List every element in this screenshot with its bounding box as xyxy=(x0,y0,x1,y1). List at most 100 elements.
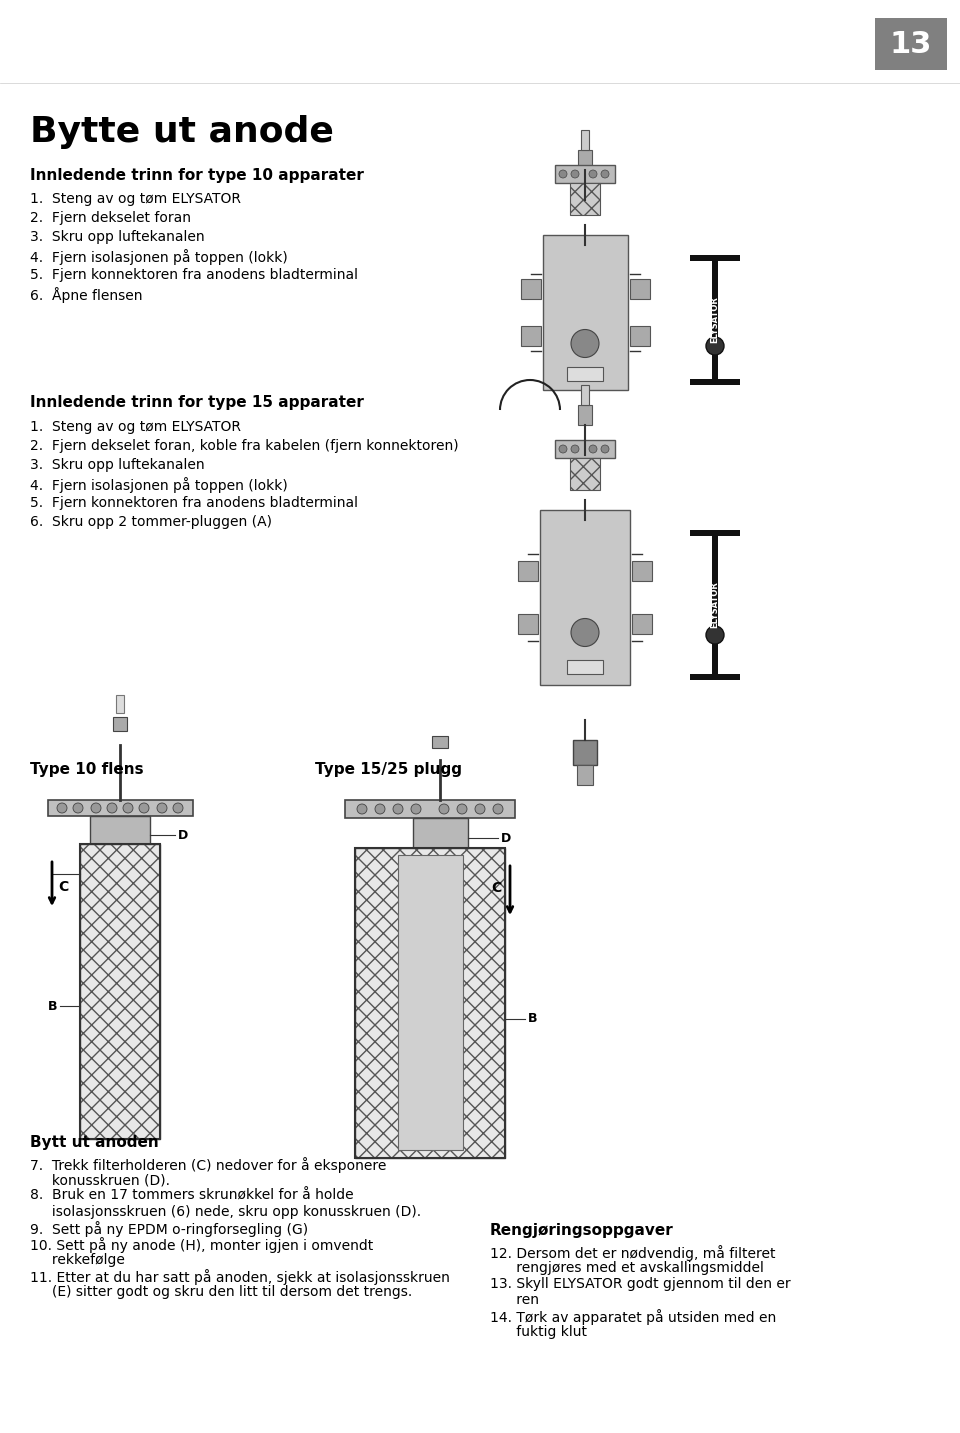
Text: 9.  Sett på ny EPDM o-ringforsegling (G): 9. Sett på ny EPDM o-ringforsegling (G) xyxy=(30,1221,308,1237)
Bar xyxy=(570,183,600,215)
Text: 10. Sett på ny anode (H), monter igjen i omvendt: 10. Sett på ny anode (H), monter igjen i… xyxy=(30,1237,373,1252)
Text: B: B xyxy=(47,1000,57,1013)
Bar xyxy=(355,848,505,1158)
Bar xyxy=(632,562,652,582)
Text: 12. Dersom det er nødvendig, må filteret: 12. Dersom det er nødvendig, må filteret xyxy=(490,1245,776,1261)
Text: fuktig klut: fuktig klut xyxy=(490,1326,587,1338)
Text: D: D xyxy=(500,831,511,844)
Text: 11. Etter at du har satt på anoden, sjekk at isolasjonsskruen: 11. Etter at du har satt på anoden, sjek… xyxy=(30,1270,450,1285)
Text: 4.  Fjern isolasjonen på toppen (lokk): 4. Fjern isolasjonen på toppen (lokk) xyxy=(30,249,288,265)
Text: rengjøres med et avskallingsmiddel: rengjøres med et avskallingsmiddel xyxy=(490,1261,764,1275)
Text: 13. Skyll ELYSATOR godt gjennom til den er: 13. Skyll ELYSATOR godt gjennom til den … xyxy=(490,1277,791,1291)
Circle shape xyxy=(73,802,83,813)
Text: C: C xyxy=(58,880,68,894)
Text: 2.  Fjern dekselet foran: 2. Fjern dekselet foran xyxy=(30,211,191,225)
Circle shape xyxy=(57,802,67,813)
Bar xyxy=(540,510,630,685)
Bar xyxy=(520,279,540,299)
Text: ELYSATOR: ELYSATOR xyxy=(710,582,719,629)
Bar xyxy=(518,613,538,633)
Text: 1.  Steng av og tøm ELYSATOR: 1. Steng av og tøm ELYSATOR xyxy=(30,420,241,434)
Text: B: B xyxy=(528,1012,538,1025)
Text: 3.  Skru opp luftekanalen: 3. Skru opp luftekanalen xyxy=(30,459,204,471)
Bar xyxy=(580,245,590,255)
Circle shape xyxy=(559,171,567,178)
Text: Rengjøringsoppgaver: Rengjøringsoppgaver xyxy=(490,1222,674,1238)
Text: (E) sitter godt og skru den litt til dersom det trengs.: (E) sitter godt og skru den litt til der… xyxy=(30,1285,412,1298)
Bar xyxy=(567,367,603,381)
Circle shape xyxy=(139,802,149,813)
Bar xyxy=(113,716,127,731)
Bar xyxy=(567,661,603,674)
Text: 14. Tørk av apparatet på utsiden med en: 14. Tørk av apparatet på utsiden med en xyxy=(490,1308,777,1326)
Circle shape xyxy=(375,804,385,814)
Circle shape xyxy=(457,804,467,814)
Bar xyxy=(712,255,718,385)
Circle shape xyxy=(571,171,579,178)
Circle shape xyxy=(475,804,485,814)
Circle shape xyxy=(157,802,167,813)
Bar xyxy=(573,739,597,765)
Bar xyxy=(581,130,589,150)
Text: D: D xyxy=(178,828,188,841)
Circle shape xyxy=(493,804,503,814)
Circle shape xyxy=(571,446,579,453)
Bar xyxy=(80,844,160,1139)
Circle shape xyxy=(571,619,599,646)
Bar xyxy=(690,530,740,536)
Circle shape xyxy=(173,802,183,813)
Text: 1.  Steng av og tøm ELYSATOR: 1. Steng av og tøm ELYSATOR xyxy=(30,192,241,206)
Bar xyxy=(577,765,593,785)
Text: 5.  Fjern konnektoren fra anodens bladterminal: 5. Fjern konnektoren fra anodens bladter… xyxy=(30,496,358,510)
Text: Type 15/25 plugg: Type 15/25 plugg xyxy=(315,762,462,777)
Bar xyxy=(580,520,590,530)
Text: Bytt ut anoden: Bytt ut anoden xyxy=(30,1135,158,1151)
Text: Innledende trinn for type 10 apparater: Innledende trinn for type 10 apparater xyxy=(30,168,364,183)
Bar xyxy=(355,848,505,1158)
Text: Type 10 flens: Type 10 flens xyxy=(30,762,144,777)
Text: 13: 13 xyxy=(890,30,932,59)
Bar xyxy=(397,856,463,1151)
Bar xyxy=(690,255,740,261)
Circle shape xyxy=(559,446,567,453)
Text: 4.  Fjern isolasjonen på toppen (lokk): 4. Fjern isolasjonen på toppen (lokk) xyxy=(30,477,288,493)
Circle shape xyxy=(589,446,597,453)
Bar xyxy=(432,737,448,748)
Bar xyxy=(413,818,468,848)
Circle shape xyxy=(393,804,403,814)
Circle shape xyxy=(357,804,367,814)
Text: 3.  Skru opp luftekanalen: 3. Skru opp luftekanalen xyxy=(30,231,204,244)
Bar xyxy=(630,279,650,299)
Circle shape xyxy=(706,626,724,643)
Text: ren: ren xyxy=(490,1293,539,1307)
Bar xyxy=(116,695,124,714)
Circle shape xyxy=(706,337,724,355)
Text: isolasjonsskruen (6) nede, skru opp konusskruen (D).: isolasjonsskruen (6) nede, skru opp konu… xyxy=(30,1205,421,1219)
Text: 6.  Skru opp 2 tommer-pluggen (A): 6. Skru opp 2 tommer-pluggen (A) xyxy=(30,514,272,529)
Circle shape xyxy=(439,804,449,814)
Text: 6.  Åpne flensen: 6. Åpne flensen xyxy=(30,287,142,302)
Bar xyxy=(578,150,592,171)
Bar xyxy=(555,165,615,183)
Bar xyxy=(581,385,589,406)
Bar xyxy=(518,562,538,582)
Bar xyxy=(90,815,150,844)
Text: ELYSATOR: ELYSATOR xyxy=(710,297,719,344)
Text: 2.  Fjern dekselet foran, koble fra kabelen (fjern konnektoren): 2. Fjern dekselet foran, koble fra kabel… xyxy=(30,438,459,453)
Circle shape xyxy=(91,802,101,813)
Text: 8.  Bruk en 17 tommers skrunøkkel for å holde: 8. Bruk en 17 tommers skrunøkkel for å h… xyxy=(30,1189,353,1202)
Bar xyxy=(875,19,947,70)
Bar xyxy=(345,800,515,818)
Circle shape xyxy=(601,446,609,453)
Circle shape xyxy=(571,330,599,357)
Circle shape xyxy=(123,802,133,813)
Text: C: C xyxy=(492,881,502,896)
Bar xyxy=(80,844,160,1139)
Circle shape xyxy=(411,804,421,814)
Text: Bytte ut anode: Bytte ut anode xyxy=(30,115,334,149)
Circle shape xyxy=(589,171,597,178)
Bar xyxy=(690,378,740,385)
Bar xyxy=(520,325,540,345)
Bar xyxy=(712,530,718,681)
Text: 5.  Fjern konnektoren fra anodens bladterminal: 5. Fjern konnektoren fra anodens bladter… xyxy=(30,268,358,282)
